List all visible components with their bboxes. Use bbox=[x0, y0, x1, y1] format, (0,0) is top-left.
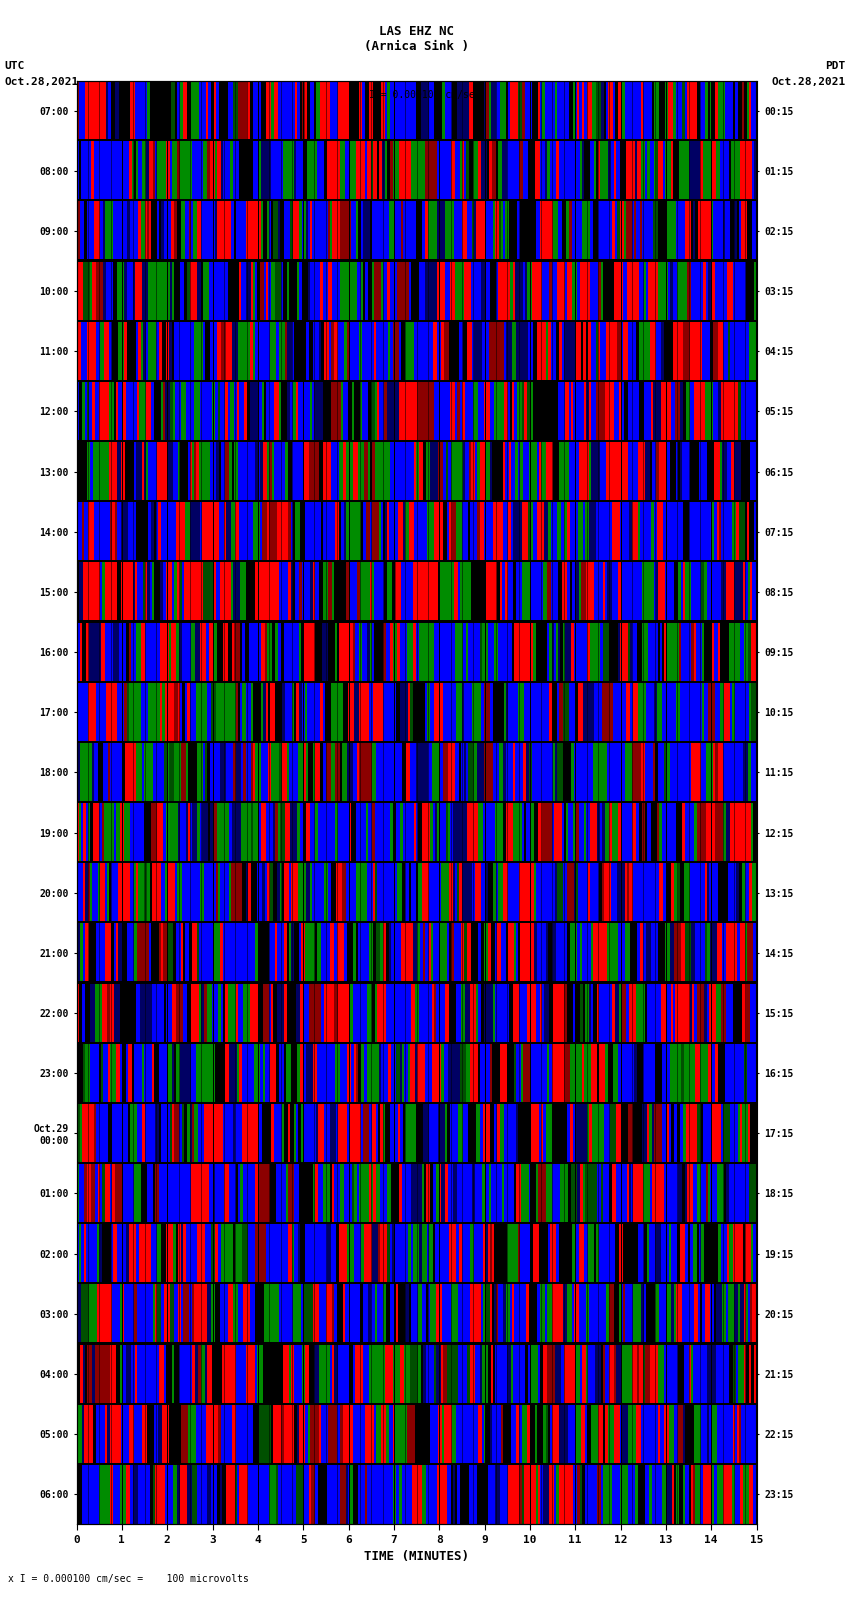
Text: UTC: UTC bbox=[4, 61, 25, 71]
Text: I = 0.000100 cm/sec: I = 0.000100 cm/sec bbox=[369, 90, 481, 100]
Text: PDT: PDT bbox=[825, 61, 846, 71]
Title: LAS EHZ NC
(Arnica Sink ): LAS EHZ NC (Arnica Sink ) bbox=[364, 26, 469, 53]
Text: x I = 0.000100 cm/sec =    100 microvolts: x I = 0.000100 cm/sec = 100 microvolts bbox=[8, 1574, 249, 1584]
X-axis label: TIME (MINUTES): TIME (MINUTES) bbox=[364, 1550, 469, 1563]
Text: Oct.28,2021: Oct.28,2021 bbox=[772, 77, 846, 87]
Text: Oct.28,2021: Oct.28,2021 bbox=[4, 77, 78, 87]
